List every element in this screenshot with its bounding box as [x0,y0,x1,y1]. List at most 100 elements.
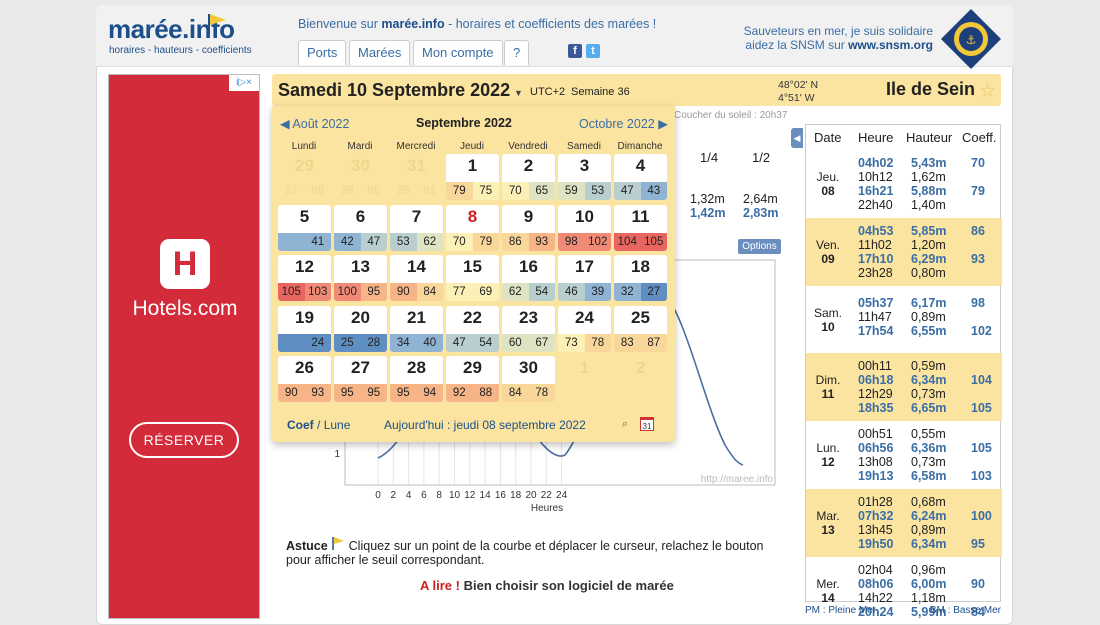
calendar-day[interactable]: 19 24 [278,305,331,352]
coefficient: 43 [640,182,667,200]
calendar-day[interactable]: 25 83 87 [614,305,667,352]
calendar-day[interactable]: 18 32 27 [614,255,667,301]
chevron-right-icon: ▶ [654,117,668,131]
calendar-day[interactable]: 2 70 65 [502,154,555,200]
next-month-link[interactable]: Octobre 2022 ▶ [579,117,668,131]
tab-help[interactable]: ? [504,40,530,65]
read-more-link[interactable]: A lire ! Bien choisir son logiciel de ma… [420,578,674,593]
day-number: 22 [463,307,482,327]
calendar-day[interactable]: 24 73 78 [558,305,611,352]
selected-date[interactable]: Samedi 10 Septembre 2022 [278,80,511,100]
calendar-day[interactable]: 23 60 67 [502,305,555,352]
options-button[interactable]: Options [738,239,781,254]
x-tick-label: 24 [556,490,568,501]
calendar-day[interactable]: 17 46 39 [558,255,611,301]
coefficient [278,333,305,352]
x-tick-label: 12 [464,490,476,501]
calendar-day[interactable]: 28 95 94 [390,356,443,402]
quarter-fraction: 1/4 [700,150,719,165]
coefficient: 77 [446,283,473,301]
chevron-left-icon[interactable]: ◀ [791,128,803,148]
coefficient: 75 [472,182,499,200]
calendar-day[interactable]: 30 84 78 [502,356,555,402]
coefficient: 67 [528,333,555,352]
calendar-day[interactable]: 13 100 95 [334,255,387,301]
calendar-day[interactable]: 12 105 103 [278,255,331,301]
calendar-day[interactable]: 15 77 69 [446,255,499,301]
coefficient: 42 [334,232,361,251]
calendar-day[interactable]: 14 90 84 [390,255,443,301]
calendar-day[interactable]: 8 70 79 [446,204,499,251]
day-number: 11 [631,206,650,226]
weekday-label: Dimanche [617,141,663,152]
prev-month-link[interactable]: ◀ Août 2022 [280,117,350,131]
tide-row: 19h13 6,58m 103 [858,469,992,483]
reserver-button[interactable]: RÉSERVER [129,422,239,458]
coefficient: 95 [360,384,387,402]
coefficient: 53 [390,232,417,251]
ad-choices-icon[interactable]: i▷× [229,75,259,91]
calendar-day[interactable]: 6 42 47 [334,204,387,251]
calendar-icon[interactable]: 31 [640,417,654,431]
calendar-day[interactable]: 9 86 93 [502,204,555,251]
day-number: 13 [351,257,370,276]
chevron-left-icon: ◀ [280,117,293,131]
tab-marees[interactable]: Marées [349,40,411,65]
chevron-down-icon[interactable]: ▼ [514,88,523,98]
calendar-day[interactable]: 7 53 62 [390,204,443,251]
search-icon[interactable]: ⌕ [621,418,629,430]
calendar-day[interactable]: 27 95 95 [334,356,387,402]
ad-brand: Hotels.com [132,297,238,320]
calendar-day[interactable]: 3 59 53 [558,154,611,200]
coefficient: 25 [334,333,361,352]
facebook-icon[interactable]: f [568,44,582,58]
calendar-day[interactable]: 26 90 93 [278,356,331,402]
calendar-day[interactable]: 20 25 28 [334,305,387,352]
day-number: 24 [575,307,594,327]
tab-mon-compte[interactable]: Mon compte [413,40,503,65]
site-logo[interactable]: marée.info horaires - hauteurs - coeffic… [108,14,268,62]
twitter-icon[interactable]: t [586,44,600,58]
today-text[interactable]: Aujourd'hui : jeudi 08 septembre 2022 [384,418,586,432]
day-number: 1 [467,156,478,175]
calendar-day[interactable]: 4 47 43 [614,154,667,200]
calendar-day[interactable]: 5 41 [278,204,331,251]
calendar-day[interactable]: 1 79 75 [446,154,499,200]
coefficient: 95 [390,384,417,402]
day-number: 29 [463,358,482,377]
calendar-day[interactable]: 10 98 102 [558,204,611,251]
half-fraction: 1/2 [752,150,771,165]
coefficient: 86 [502,232,529,251]
ad-banner[interactable]: i▷× H Hotels.com RÉSERVER [108,74,260,619]
coefficient: 53 [584,182,611,200]
calendar-legend[interactable]: Coef / Lune [287,418,351,432]
calendar-day: 2 [614,356,667,402]
tab-ports[interactable]: Ports [298,40,347,65]
tide-row: 01h28 0,68m [858,495,946,509]
tide-row: 00h51 0,55m [858,427,946,441]
snsm-logo-icon[interactable]: ⚓ [940,8,1002,70]
coefficient: 47 [360,232,387,251]
calendar-day[interactable]: 29 92 88 [446,356,499,402]
calendar-day: 30 88 86 [334,154,387,200]
calendar-day[interactable]: 11 104 105 [614,204,667,251]
tide-row: 11h02 1,20m [858,238,946,252]
tide-row: 11h47 0,89m [858,310,946,324]
coefficient: 70 [502,182,529,200]
calendar-day[interactable]: 21 34 40 [390,305,443,352]
calendar-day[interactable]: 22 47 54 [446,305,499,352]
coefficient: 94 [416,384,443,402]
tide-row: 13h45 0,89m [858,523,946,537]
coefficient: 88 [311,185,325,197]
coefficient: 81 [423,185,437,197]
snsm-link[interactable]: www.snsm.org [848,38,933,52]
tide-day: Mar. 13 01h28 0,68m 07h32 6,24m 100 13h45 0,89m 1… [806,489,1002,557]
calendar-day: 31 85 81 [390,154,443,200]
coefficient: 105 [278,283,305,301]
favorite-star-icon[interactable]: ☆ [979,81,997,102]
port-name: Ile de Sein [886,79,976,99]
calendar-day[interactable]: 16 62 54 [502,255,555,301]
coefficient: 98 [558,232,585,251]
x-tick-label: 20 [525,490,537,501]
day-number: 15 [463,257,482,276]
